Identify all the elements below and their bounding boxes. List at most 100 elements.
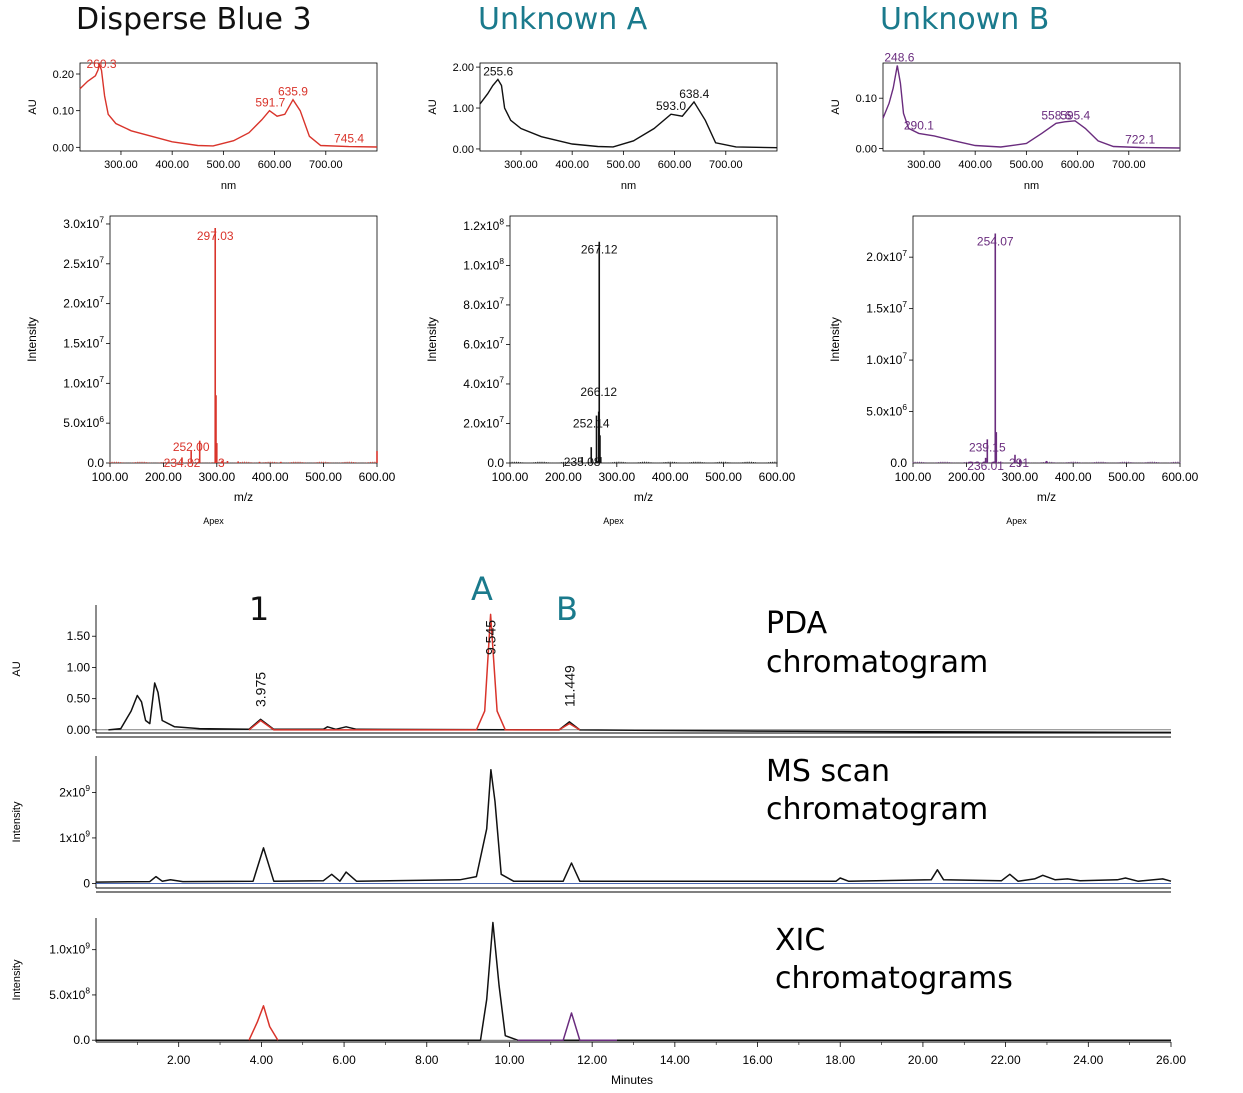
uv-ytick-label: 1.00 bbox=[453, 103, 474, 115]
chrom-xtick-label: 14.00 bbox=[660, 1053, 690, 1067]
uv-spectrum-line bbox=[882, 65, 1181, 149]
ms-ytick-label: 1.5x107 bbox=[63, 334, 104, 350]
chrom-side-label: MS scan bbox=[766, 754, 890, 789]
chrom-xtick-label: 12.00 bbox=[577, 1053, 607, 1067]
ms-peak-label: 266.12 bbox=[580, 385, 617, 399]
chrom-trace-pda_black bbox=[108, 682, 1172, 734]
ms-footer-apex: Apex bbox=[603, 516, 624, 526]
uv-xtick-label: 700.00 bbox=[1112, 159, 1146, 171]
uv-ylabel: AU bbox=[830, 99, 842, 114]
uv-spectrum-line bbox=[479, 78, 778, 149]
ms-ytick-label: 1.0x107 bbox=[866, 351, 907, 367]
chrom-ytick-label: 1x109 bbox=[59, 829, 90, 845]
ms-ytick-label: 1.0x107 bbox=[63, 374, 104, 390]
uv-peak-label: 591.7 bbox=[255, 96, 285, 110]
ms-xtick-label: 500.00 bbox=[705, 470, 742, 484]
uv-ytick-label: 0.10 bbox=[856, 93, 877, 105]
ms-peak-label: 3 bbox=[218, 456, 225, 470]
ms-xtick-label: 400.00 bbox=[252, 470, 289, 484]
ms-ylabel: Intensity bbox=[25, 317, 39, 362]
ms-peak-label: 252.00 bbox=[173, 440, 210, 454]
ms-ytick-label: 1.2x108 bbox=[463, 216, 504, 232]
chrom-ytick-label: 0 bbox=[83, 876, 90, 890]
uv-peak-label: 593.0 bbox=[656, 99, 686, 113]
chrom-ytick-label: 0.0 bbox=[73, 1033, 90, 1047]
chrom-ytick-label: 1.50 bbox=[67, 629, 91, 643]
ms-ytick-label: 6.0x107 bbox=[463, 335, 504, 351]
uv-peak-label: 595.4 bbox=[1060, 108, 1090, 122]
ms-ytick-label: 2.0x107 bbox=[463, 414, 504, 430]
uv-xtick-label: 500.00 bbox=[607, 159, 641, 171]
ms-ytick-label: 1.0x108 bbox=[463, 256, 504, 272]
rt-label: 11.449 bbox=[561, 665, 577, 707]
rt-label: 3.975 bbox=[252, 672, 268, 707]
uv-ytick-label: 0.20 bbox=[53, 69, 74, 81]
ms-xtick-label: 100.00 bbox=[492, 470, 529, 484]
ms-xtick-label: 300.00 bbox=[598, 470, 635, 484]
ms-plot-frame bbox=[109, 215, 378, 464]
peak-marker-1: 1 bbox=[249, 590, 269, 628]
ms-ytick-label: 5.0x106 bbox=[63, 414, 104, 430]
ms-ytick-label: 2.0x107 bbox=[63, 294, 104, 310]
ms-ytick-label: 3.0x107 bbox=[63, 215, 104, 231]
uv-xtick-label: 500.00 bbox=[207, 159, 241, 171]
uv-xtick-label: 400.00 bbox=[958, 159, 992, 171]
uv-ylabel: AU bbox=[427, 99, 439, 114]
chromatogram-xic: 0.0 5.0x108 1.0x109 Intensity XICchromatogra… bbox=[11, 918, 1171, 1047]
chrom-side-label: chromatogram bbox=[766, 645, 988, 680]
uv-xtick-label: 600.00 bbox=[258, 159, 292, 171]
uv-peak-label: 635.9 bbox=[278, 85, 308, 99]
chrom-ylabel: Intensity bbox=[11, 801, 23, 842]
ms-ytick-label: 4.0x107 bbox=[463, 375, 504, 391]
uv-plot-frame bbox=[79, 62, 378, 152]
uv-peak-label: 638.4 bbox=[679, 87, 709, 101]
ms-peak-label: 234.82 bbox=[164, 456, 201, 470]
chrom-ytick-label: 0.00 bbox=[67, 723, 91, 737]
chrom-xtick-label: 10.00 bbox=[494, 1053, 524, 1067]
ms-footer-apex: Apex bbox=[1006, 516, 1027, 526]
uv-xlabel: nm bbox=[621, 180, 636, 192]
chrom-xtick-label: 6.00 bbox=[332, 1053, 356, 1067]
uv-xtick-label: 300.00 bbox=[907, 159, 941, 171]
ms-xtick-label: 600.00 bbox=[1162, 470, 1199, 484]
ms-xtick-label: 400.00 bbox=[1055, 470, 1092, 484]
chrom-xtick-label: 20.00 bbox=[908, 1053, 938, 1067]
uv-peak-label: 745.4 bbox=[334, 132, 364, 146]
uv-xlabel: nm bbox=[221, 180, 236, 192]
ms-xtick-label: 100.00 bbox=[895, 470, 932, 484]
panel-3: Unknown B 0.00 0.10 300.00 400.00 500.00 600.0… bbox=[828, 2, 1199, 526]
uv-ytick-label: 0.00 bbox=[453, 144, 474, 156]
ms-xtick-label: 200.00 bbox=[545, 470, 582, 484]
ms-peak-label: 236.01 bbox=[967, 459, 1004, 473]
chrom-ytick-label: 5.0x108 bbox=[49, 986, 90, 1002]
ms-xtick-label: 400.00 bbox=[652, 470, 689, 484]
ms-ytick-label: 0.0 bbox=[87, 456, 104, 470]
ms-peak-label: 252.14 bbox=[573, 417, 610, 431]
uv-xtick-label: 300.00 bbox=[504, 159, 538, 171]
chrom-trace-xic_purple bbox=[517, 1012, 617, 1041]
chrom-side-label: XIC bbox=[775, 923, 825, 958]
ms-xtick-label: 500.00 bbox=[305, 470, 342, 484]
chrom-xtick-label: 24.00 bbox=[1073, 1053, 1103, 1067]
chrom-trace-pda_red bbox=[248, 613, 581, 731]
uv-plot-frame bbox=[882, 62, 1181, 152]
ms-xtick-label: 200.00 bbox=[145, 470, 182, 484]
chrom-trace-xic_black bbox=[96, 921, 1171, 1041]
uv-xtick-label: 400.00 bbox=[155, 159, 189, 171]
ms-peak-label: 239.15 bbox=[969, 440, 1006, 454]
uv-peak-label: 722.1 bbox=[1125, 132, 1155, 146]
uv-spectrum-line bbox=[79, 62, 378, 148]
chrom-xtick-label: 8.00 bbox=[415, 1053, 439, 1067]
uv-xtick-label: 600.00 bbox=[658, 159, 692, 171]
panel-title: Unknown B bbox=[880, 2, 1049, 37]
uv-peak-label: 558.6 bbox=[1041, 108, 1071, 122]
ms-peak-label: 254.07 bbox=[977, 234, 1014, 248]
peak-marker-A: A bbox=[471, 570, 493, 608]
ms-baseline-noise bbox=[912, 461, 1181, 463]
ms-peak-label: 267.12 bbox=[581, 243, 618, 257]
ms-ytick-label: 2.5x107 bbox=[63, 254, 104, 270]
ms-xtick-label: 600.00 bbox=[759, 470, 796, 484]
uv-xtick-label: 500.00 bbox=[1010, 159, 1044, 171]
ms-peak-label: 235.08 bbox=[564, 455, 601, 469]
